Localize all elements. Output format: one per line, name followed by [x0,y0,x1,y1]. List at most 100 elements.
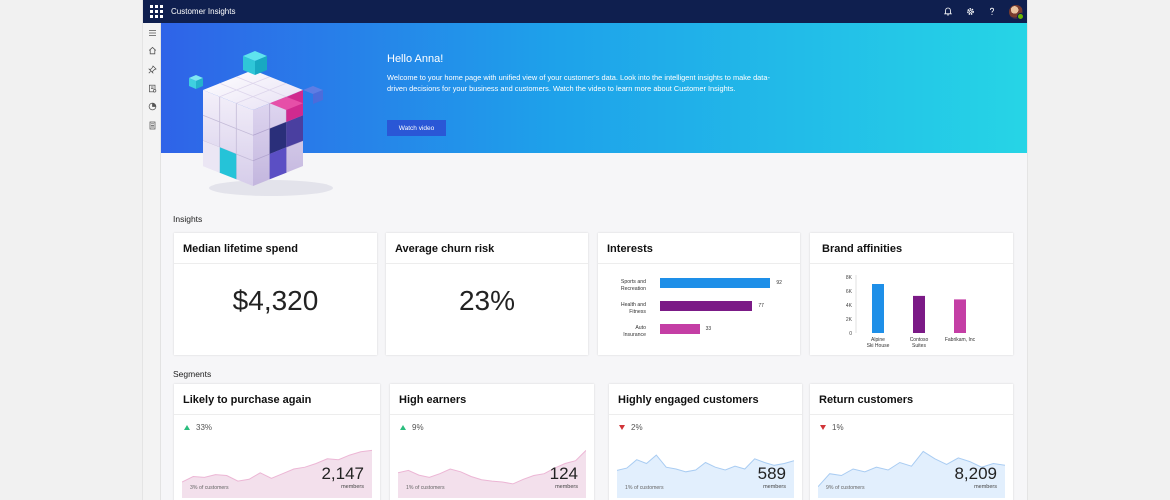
left-nav [143,23,161,500]
interest-value: 92 [776,280,782,286]
app-window: Customer Insights [142,0,1028,500]
card-title: High earners [399,394,467,406]
segment-trend: 9% [400,423,424,432]
segment-area [818,451,1005,498]
hamburger-icon[interactable] [147,28,157,38]
segment-trend: 1% [820,423,844,432]
card-title: Average churn risk [395,243,495,255]
average-churn-risk-card[interactable]: Average churn risk 23% [386,233,588,355]
brand-label: Alpine [871,337,885,343]
segment-members-label: members [555,484,578,490]
trend-up-icon [184,425,190,430]
segment-card[interactable]: High earners 9% 124 members 1% of customers [390,384,594,500]
interest-row: Sports and Recreation 92 [598,276,800,298]
insights-label: Insights [173,214,203,224]
interest-row: Health and Fitness 77 [598,299,800,321]
segment-card[interactable]: Highly engaged customers 2% 589 members 1% o… [609,384,802,500]
card-title: Median lifetime spend [183,243,298,255]
trend-down-icon [619,425,625,430]
brand-label: Ski House [867,343,890,349]
interest-bar[interactable] [660,324,700,334]
brand-bar[interactable] [913,295,925,333]
hero-banner: Hello Anna! Welcome to your home page wi… [161,23,1027,153]
y-tick-label: 8K [846,275,853,281]
segments-icon[interactable] [147,101,157,111]
brand-bar[interactable] [954,299,966,333]
app-launcher-icon[interactable] [147,3,165,21]
segment-change: 33% [196,423,213,432]
y-tick-label: 6K [846,289,853,295]
brand-label: Fabrikam, Inc [945,337,976,343]
segment-area [182,450,372,498]
brand-label: Suites [912,343,926,349]
y-tick-label: 2K [846,317,853,323]
help-icon[interactable] [987,7,997,17]
card-title: Interests [607,243,653,255]
cube-illustration [189,51,333,196]
segment-card[interactable]: Likely to purchase again 33% 2,147 members 3… [174,384,380,500]
segment-line [398,450,586,485]
card-title: Likely to purchase again [183,394,312,406]
segment-members-label: members [974,484,997,490]
interest-label: Health and Fitness [620,302,646,315]
pin-icon[interactable] [147,64,157,74]
segment-change: 2% [631,423,643,432]
interest-bar[interactable] [660,278,771,288]
segment-share: 9% of customers [826,485,865,491]
interest-row: Auto Insurance 33 [598,322,800,344]
card-title: Return customers [819,394,914,406]
interest-label: Sports and Recreation [620,279,646,292]
segment-area-chart [182,449,372,498]
y-tick-label: 0 [849,331,852,337]
gear-icon[interactable] [965,7,975,17]
interests-card[interactable]: Interests Sports and Recreation 92 Health a… [598,233,800,355]
segment-line [182,449,372,483]
segment-area-chart [617,454,794,498]
bell-icon[interactable] [943,7,953,17]
top-bar: Customer Insights [143,0,1027,23]
segment-trend: 33% [184,423,212,432]
trend-up-icon [400,425,406,430]
segment-area [617,455,794,498]
average-churn-risk-value: 23% [458,285,516,316]
segment-share: 1% of customers [406,485,445,491]
segment-member-count: 589 [757,464,786,483]
segment-area-chart [398,450,586,498]
segment-member-count: 124 [549,464,578,483]
hero-description: Welcome to your home page with unified v… [387,73,770,93]
watch-video-button[interactable]: Watch video [387,120,446,136]
median-lifetime-spend-card[interactable]: Median lifetime spend $4,320 [174,233,377,355]
segment-members-label: members [341,484,364,490]
brand-label: Contoso [910,337,929,343]
interest-label: Auto Insurance [623,325,646,338]
segment-area-chart [818,450,1005,498]
data-icon[interactable] [147,83,157,93]
segment-line [617,454,794,473]
segment-area [398,450,586,498]
interest-bar[interactable] [660,301,753,311]
card-title: Brand affinities [822,243,903,255]
trend-down-icon [820,425,826,430]
median-lifetime-spend-value: $4,320 [232,285,319,316]
segment-share: 1% of customers [625,485,664,491]
brand-bar[interactable] [872,284,884,333]
segment-line [818,450,1005,488]
interest-value: 33 [705,326,712,332]
segment-member-count: 8,209 [954,464,997,483]
avatar[interactable] [1009,4,1024,20]
document-icon[interactable] [147,120,157,130]
brand-affinities-card[interactable]: Brand affinities 8K 6K 4K 2K 0 Alpine Ski Hous… [810,233,1013,355]
home-icon[interactable] [147,45,157,55]
app-title: Customer Insights [171,7,236,16]
segment-change: 1% [832,423,844,432]
segment-members-label: members [763,484,786,490]
y-tick-label: 4K [846,303,853,309]
interest-value: 77 [758,303,764,309]
segment-card[interactable]: Return customers 1% 8,209 members 9% of cust… [810,384,1013,500]
segment-change: 9% [412,423,424,432]
segment-share: 3% of customers [190,485,229,491]
segment-member-count: 2,147 [321,464,364,483]
hero-title: Hello Anna! [387,53,444,65]
card-title: Highly engaged customers [618,394,759,406]
